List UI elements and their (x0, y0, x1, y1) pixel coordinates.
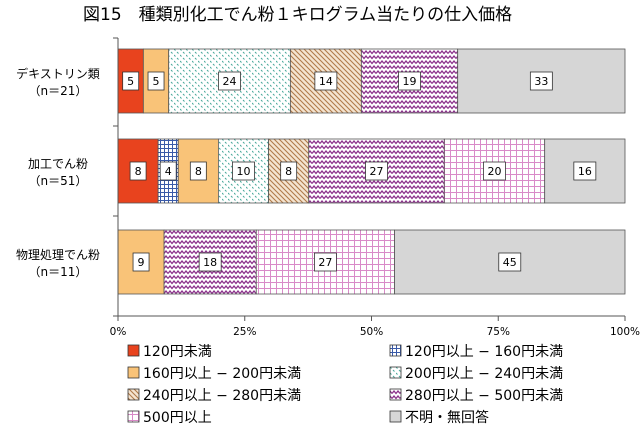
chart-title: 図15 種類別化工でん粉１キログラム当たりの仕入価格 (83, 5, 512, 25)
value-label: 19 (403, 75, 417, 88)
legend-label: 不明・無回答 (405, 409, 489, 426)
x-tick-label: 0% (110, 326, 127, 338)
value-label: 4 (165, 165, 172, 178)
legend-label: 200円以上 − 240円未満 (405, 366, 563, 382)
legend-label: 160円以上 − 200円未満 (143, 366, 301, 382)
value-label-box (232, 161, 255, 181)
category-label: デキストリン類 (16, 66, 100, 81)
value-label: 9 (138, 256, 145, 269)
category-n-label: （n＝21） (29, 84, 88, 98)
category-n-label: （n＝11） (29, 265, 88, 279)
legend-swatch (389, 366, 402, 379)
value-label: 8 (285, 165, 292, 178)
value-label-box (314, 252, 337, 272)
legend-swatch (127, 410, 140, 423)
value-label: 24 (223, 75, 237, 88)
legend-label: 240円以上 − 280円未満 (143, 388, 301, 404)
value-label: 18 (203, 256, 217, 269)
x-tick-label: 25% (233, 326, 256, 338)
x-tick-label: 100% (610, 326, 640, 338)
legend-swatch (127, 344, 140, 357)
value-label-box (218, 71, 241, 91)
value-label: 5 (153, 75, 160, 88)
value-label: 20 (487, 165, 501, 178)
value-label-box (198, 252, 222, 272)
value-label-box (483, 161, 506, 181)
category-label: 加工でん粉 (28, 157, 88, 171)
value-label-box (529, 71, 553, 91)
legend-swatch (389, 410, 402, 423)
value-label: 8 (135, 165, 142, 178)
legend-swatch (389, 344, 402, 357)
legend-label: 280円以上 − 500円未満 (405, 388, 563, 404)
category-label: 物理処理でん粉 (16, 248, 100, 262)
legend-label: 120円未満 (143, 344, 212, 360)
value-label-box (122, 71, 140, 91)
legend-label: 120円以上 − 160円未満 (405, 344, 563, 360)
legend-swatch (389, 388, 402, 401)
legend-swatch (127, 388, 140, 401)
value-label: 10 (237, 165, 251, 178)
value-label-box (132, 252, 150, 272)
value-label: 27 (370, 165, 384, 178)
value-label-box (159, 161, 177, 181)
value-label: 45 (503, 256, 517, 269)
category-n-label: （n＝51） (29, 174, 88, 188)
value-label-box (365, 161, 388, 181)
value-label: 14 (319, 75, 333, 88)
value-label-box (398, 71, 421, 91)
legend-label: 500円以上 (143, 410, 212, 426)
value-label-box (189, 161, 207, 181)
value-label-box (147, 71, 165, 91)
value-label: 5 (127, 75, 134, 88)
value-label: 33 (534, 75, 548, 88)
value-label-box (498, 252, 522, 272)
legend-swatch (127, 366, 140, 379)
value-label: 27 (318, 256, 332, 269)
x-tick-label: 50% (360, 326, 383, 338)
value-label: 16 (578, 165, 592, 178)
value-label-box (280, 161, 298, 181)
value-label: 8 (195, 165, 202, 178)
value-label-box (129, 161, 147, 181)
x-tick-label: 75% (487, 326, 510, 338)
value-label-box (573, 161, 597, 181)
value-label-box (314, 71, 338, 91)
